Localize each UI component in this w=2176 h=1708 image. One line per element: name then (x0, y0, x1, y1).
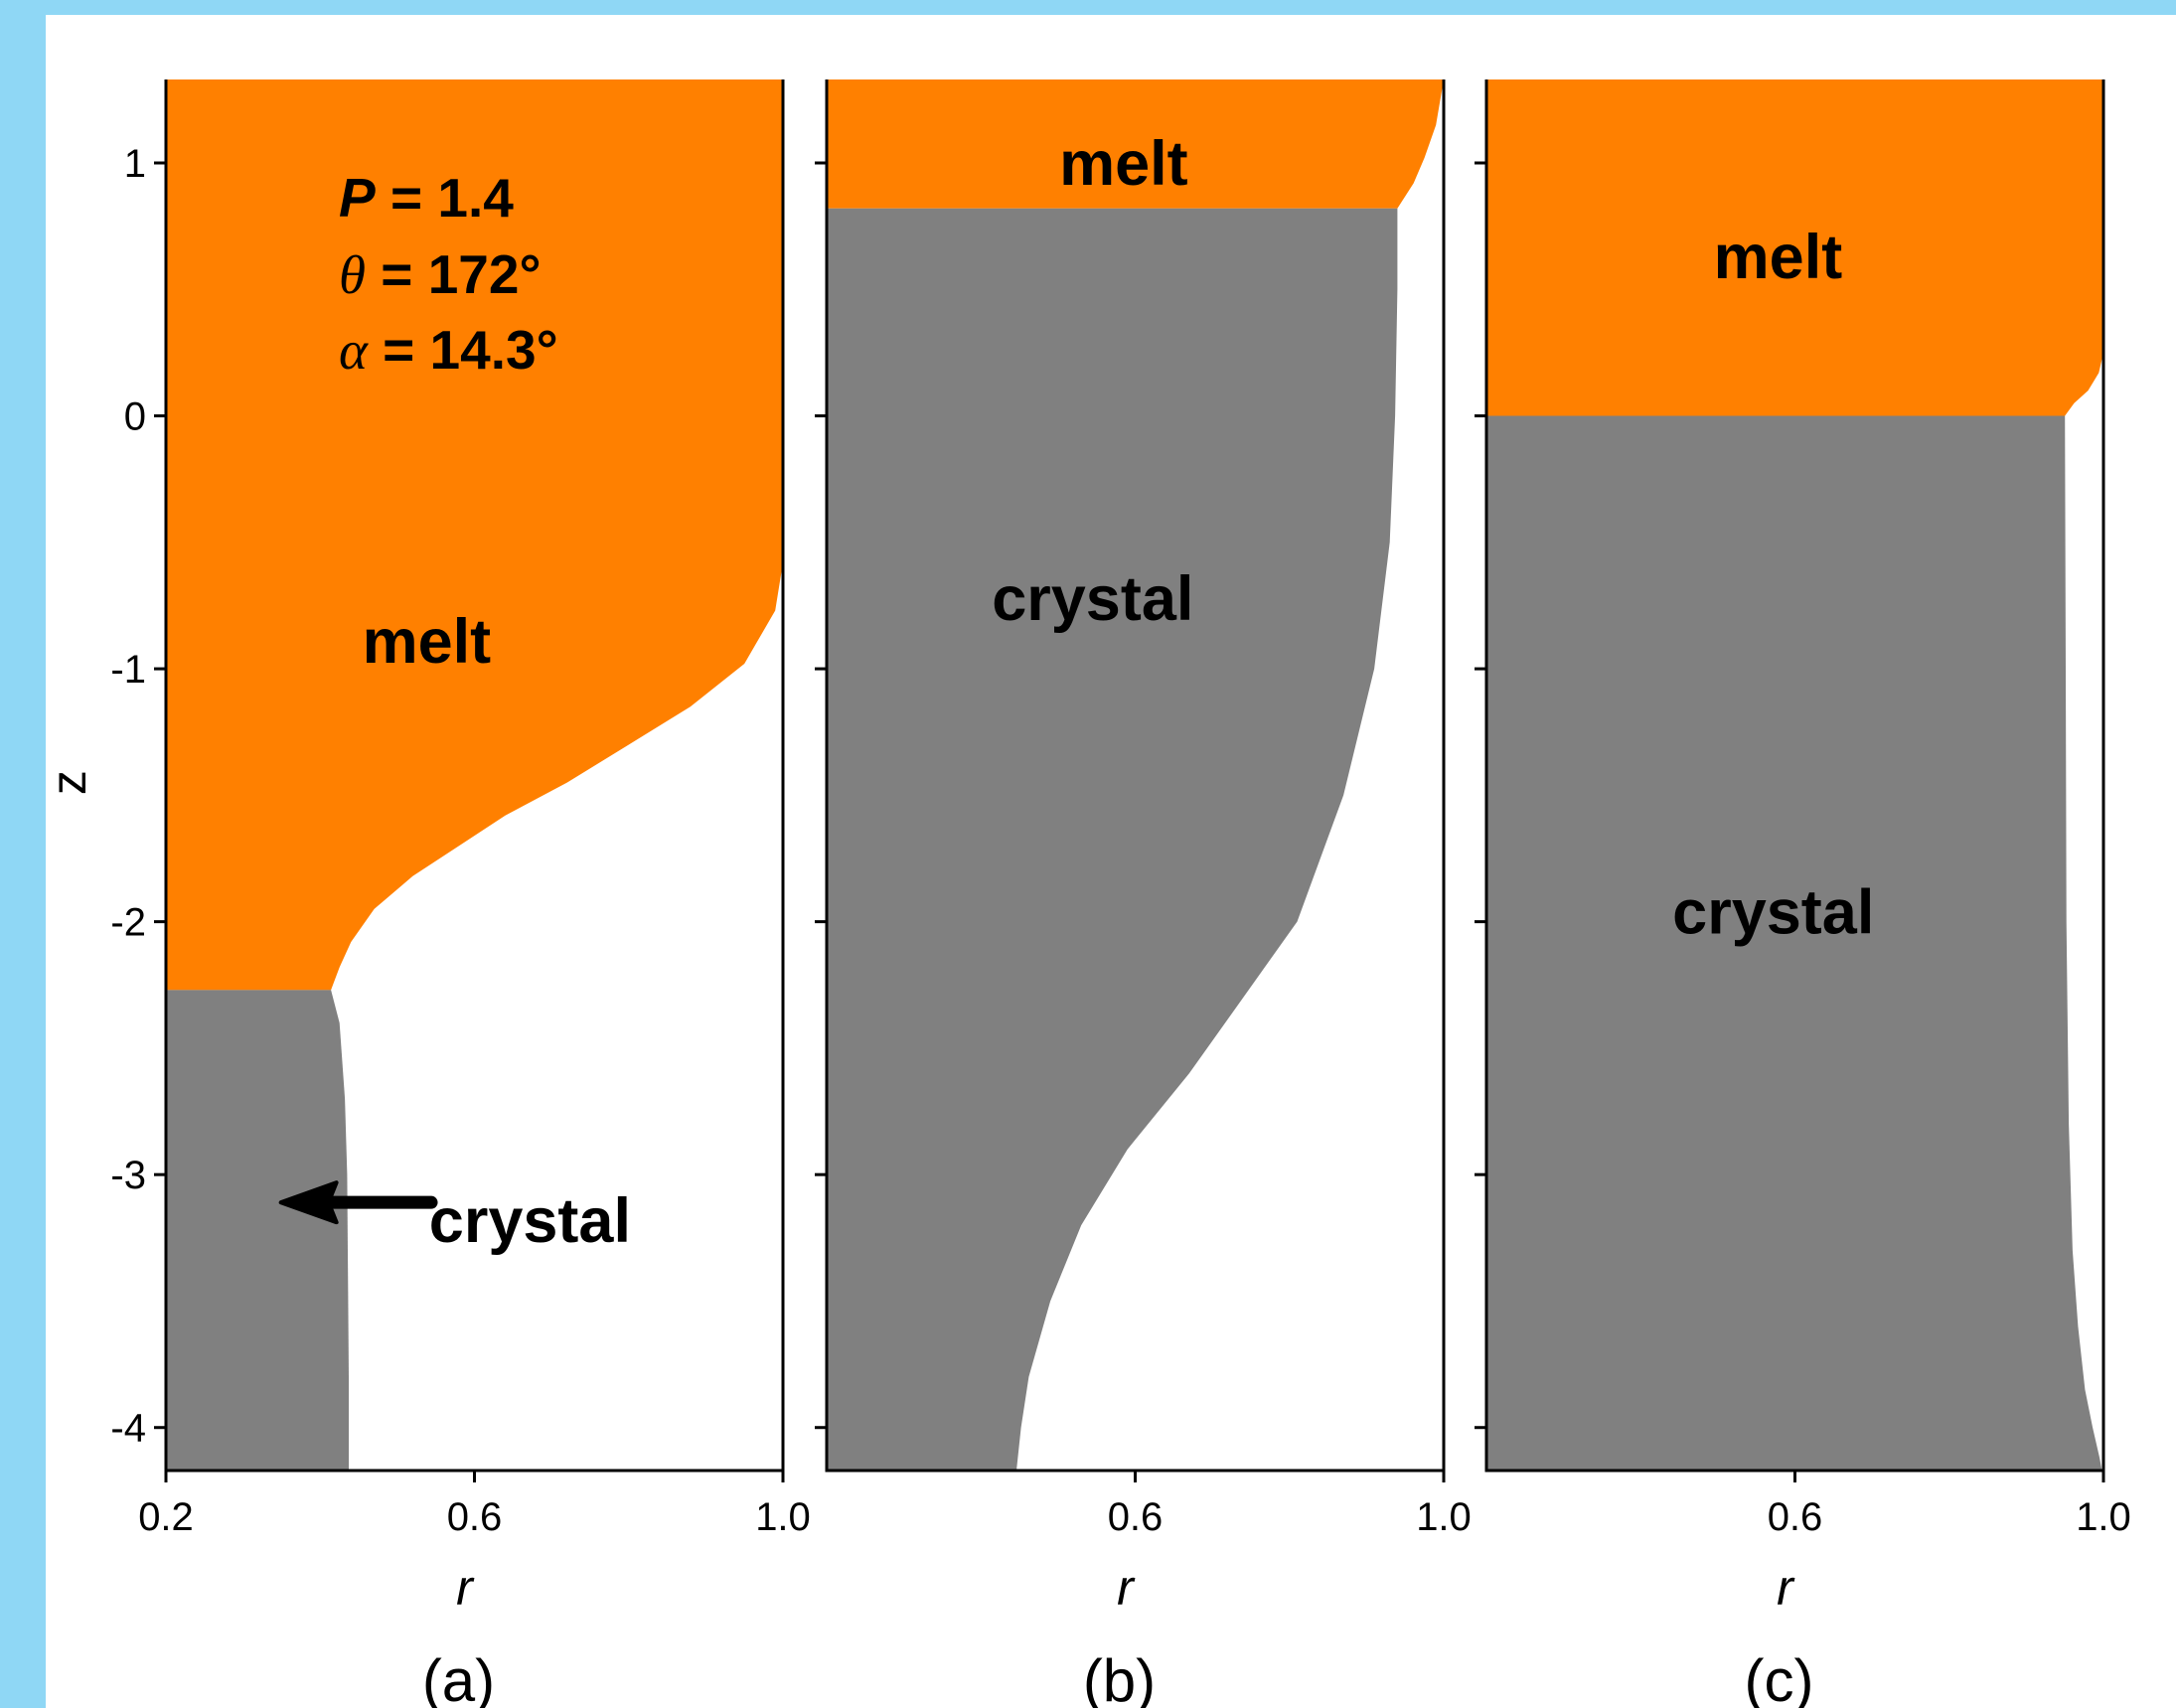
melt-label: melt (1714, 223, 1843, 292)
figure-frame: 1 0 -1 -2 -3 -4 0.2 0.6 1.0 r z (a) melt crystal 0.6 1.… (46, 15, 2176, 1708)
chart-figure: 1 0 -1 -2 -3 -4 0.2 0.6 1.0 r z (a) melt crystal 0.6 1.… (46, 79, 2131, 1708)
y-axis-title: z (46, 770, 96, 795)
x-tick-label: 0.2 (138, 1495, 194, 1539)
crystal-label: crystal (1672, 877, 1874, 947)
x-axis-title: r (1777, 1560, 1795, 1616)
x-tick-label: 0.6 (447, 1495, 503, 1539)
crystal-region (166, 990, 349, 1471)
crystal-region (1486, 415, 2102, 1471)
arrow-head-icon (278, 1180, 339, 1225)
panel-c: 0.6 1.0 r (c) melt crystal (1475, 79, 2131, 1708)
x-tick-label: 1.0 (755, 1495, 811, 1539)
parameter-symbol: θ (339, 244, 366, 305)
melt-label: melt (1059, 129, 1188, 199)
parameter-line: α = 14.3° (339, 319, 558, 381)
panel-a: 1 0 -1 -2 -3 -4 0.2 0.6 1.0 r z (a) melt crystal (46, 79, 811, 1708)
panel-b: 0.6 1.0 r (b) melt crystal (815, 79, 1472, 1708)
parameter-line: θ = 172° (339, 243, 541, 305)
y-tick-label: -1 (110, 648, 146, 692)
parameter-symbol: α (339, 320, 369, 381)
crystal-label: crystal (992, 564, 1193, 634)
panel-label: (a) (422, 1647, 495, 1708)
panel-label: (b) (1083, 1647, 1156, 1708)
parameter-value: = 172° (366, 243, 541, 305)
parameter-symbol: P (339, 167, 376, 229)
melt-label: melt (363, 607, 492, 677)
panel-label: (c) (1745, 1647, 1814, 1708)
y-tick-label: -4 (110, 1407, 146, 1451)
parameter-annotation: P = 1.4θ = 172°α = 14.3° (339, 167, 558, 381)
y-tick-label: 1 (124, 142, 146, 186)
crystal-region (827, 208, 1398, 1471)
x-tick-label: 1.0 (2076, 1495, 2131, 1539)
x-axis-title: r (456, 1560, 475, 1616)
parameter-line: P = 1.4 (339, 167, 514, 229)
y-tick-label: 0 (124, 395, 146, 439)
y-tick-label: -2 (110, 901, 146, 945)
y-tick-label: -3 (110, 1154, 146, 1197)
melt-region (166, 79, 783, 991)
crystal-label: crystal (429, 1186, 631, 1256)
x-tick-label: 0.6 (1108, 1495, 1164, 1539)
melt-region (827, 79, 1444, 209)
x-axis-title: r (1117, 1560, 1136, 1616)
melt-region (1486, 79, 2103, 416)
x-tick-label: 1.0 (1416, 1495, 1472, 1539)
parameter-value: = 1.4 (376, 167, 515, 229)
parameter-value: = 14.3° (368, 319, 558, 381)
x-tick-label: 0.6 (1768, 1495, 1823, 1539)
